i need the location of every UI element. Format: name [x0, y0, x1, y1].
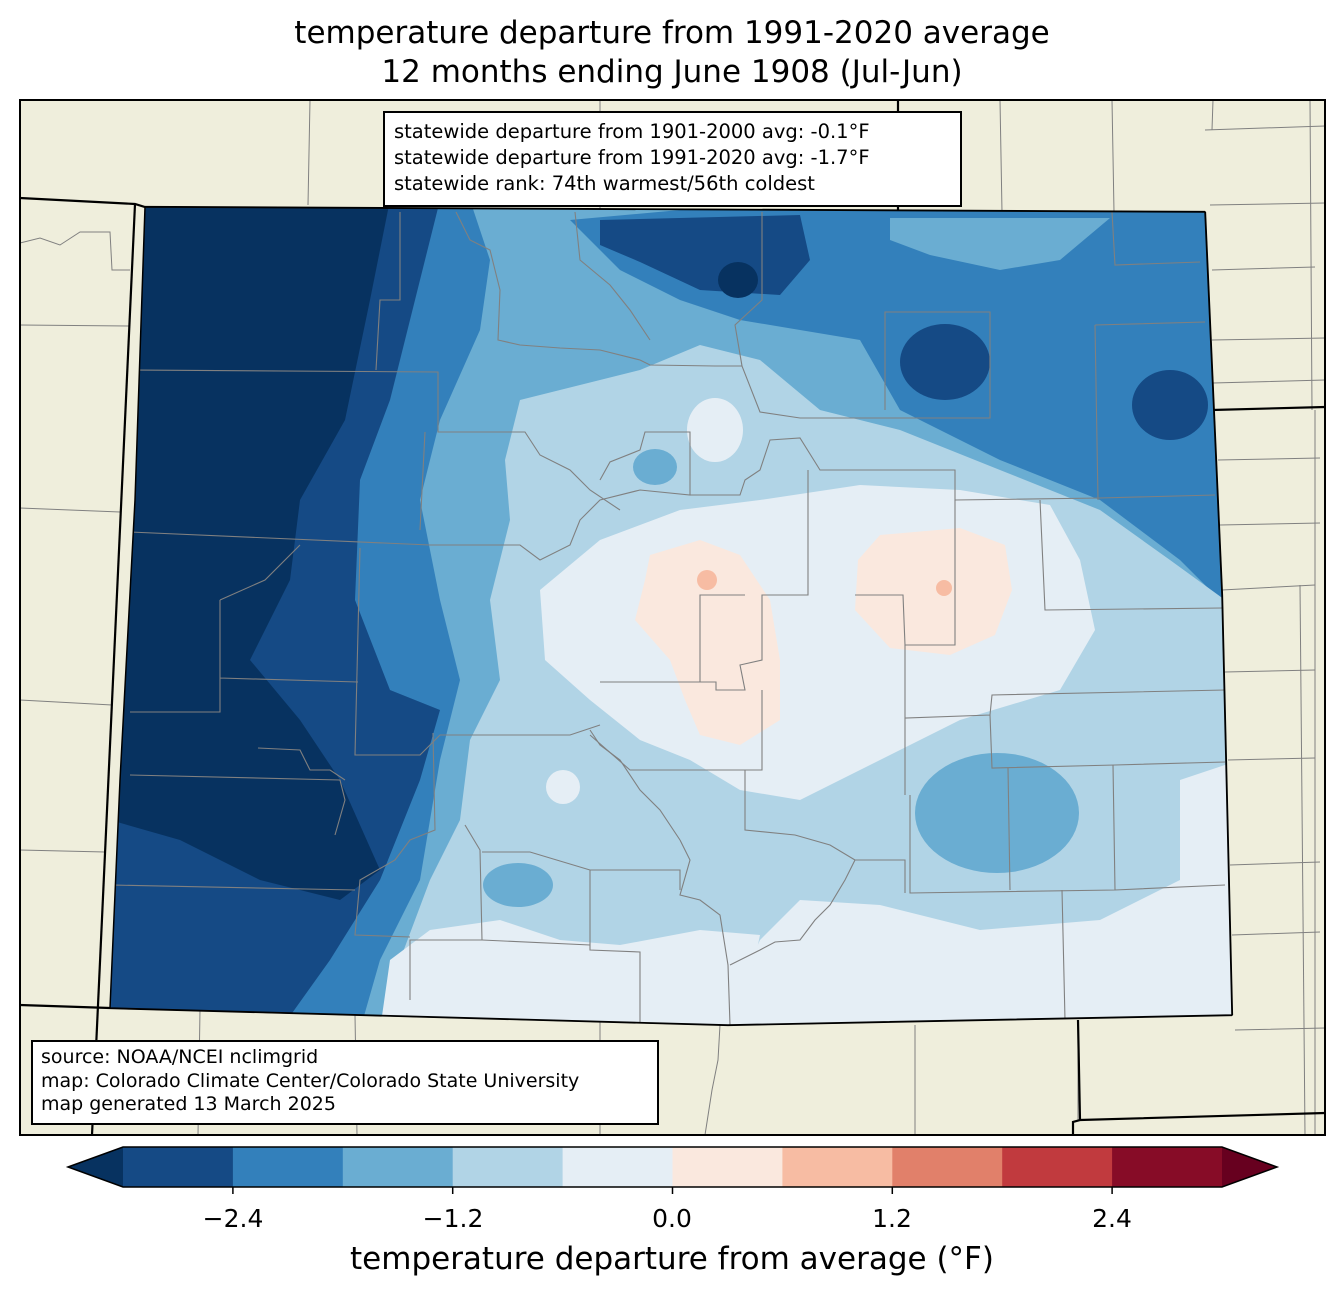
title-line-2: 12 months ending June 1908 (Jul-Jun) — [381, 54, 963, 90]
contour-blob-ne-2 — [1132, 370, 1208, 440]
contour-blob-nne — [890, 218, 1110, 270]
contour-blob-north — [600, 215, 810, 295]
contour-blob-ne-1 — [900, 324, 990, 400]
colorbar-bin — [782, 1147, 893, 1187]
colorbar-bin — [123, 1147, 234, 1187]
colorbar-under-arrow — [68, 1147, 123, 1187]
contour-blob-white-n — [687, 398, 743, 462]
contour-blob-sw-mid — [483, 863, 553, 907]
colorbar-tick-label: 0.0 — [652, 1204, 692, 1233]
map-credit-line: map: Colorado Climate Center/Colorado St… — [41, 1069, 580, 1092]
colorbar-tick-label: 1.2 — [872, 1204, 912, 1233]
contour-band-plus-0p0-b — [855, 528, 1012, 655]
colorbar-bin — [1112, 1147, 1223, 1187]
statewide-stats-box: statewide departure from 1901-2000 avg: … — [383, 111, 962, 207]
temperature-contours — [110, 207, 1232, 1025]
source-line: source: NOAA/NCEI nclimgrid — [41, 1046, 319, 1068]
contour-blob-se-mid — [915, 753, 1079, 873]
contour-blob-white-sw — [546, 770, 580, 804]
colorbar-over-arrow — [1222, 1147, 1277, 1187]
stats-rank: statewide rank: 74th warmest/56th coldes… — [394, 172, 815, 195]
generated-date-line: map generated 13 March 2025 — [41, 1093, 336, 1115]
colorbar-bin — [892, 1147, 1003, 1187]
contour-blob-warm-2 — [936, 580, 952, 596]
colorbar-tick-label: −1.2 — [422, 1204, 484, 1233]
contour-band-minus-0p6-se — [720, 760, 1232, 1025]
colorbar-bin — [232, 1147, 344, 1187]
contour-band-below-min-west — [110, 207, 390, 900]
colorbar-bin — [562, 1147, 673, 1187]
contour-blob-warm-1 — [697, 570, 717, 590]
colorbar-outline — [65, 1146, 1280, 1188]
colorado-outline — [109, 206, 1233, 1026]
stats-departure-1901-2000: statewide departure from 1901-2000 avg: … — [394, 120, 870, 143]
colorbar-bin — [452, 1147, 564, 1187]
contour-band-plus-0p0-a — [635, 540, 780, 745]
source-box: source: NOAA/NCEI nclimgrid map: Colorad… — [31, 1040, 659, 1125]
colorbar-bin — [1002, 1147, 1113, 1187]
contour-band-minus-0p6-s — [380, 920, 760, 1025]
colorbar-label: temperature departure from average (°F) — [350, 1241, 994, 1277]
colorbar-bin — [342, 1147, 454, 1187]
contour-blob-north-mid — [633, 449, 677, 485]
stats-departure-1991-2020: statewide departure from 1991-2020 avg: … — [394, 146, 870, 169]
colorbar — [65, 1146, 1280, 1194]
colorbar-tick-label: −2.4 — [202, 1204, 264, 1233]
colorado-county-lines — [110, 211, 1226, 1025]
contour-band-minus-2p4-east — [570, 207, 1232, 620]
title-line-1: temperature departure from 1991-2020 ave… — [294, 15, 1050, 51]
contour-blob-north-core — [718, 262, 758, 298]
colorbar-bin — [672, 1147, 783, 1187]
neighbor-county-lines — [19, 99, 1326, 1136]
map-title: temperature departure from 1991-2020 ave… — [0, 14, 1344, 92]
colorbar-tick-label: 2.4 — [1092, 1204, 1132, 1233]
map-frame — [19, 99, 1326, 1136]
